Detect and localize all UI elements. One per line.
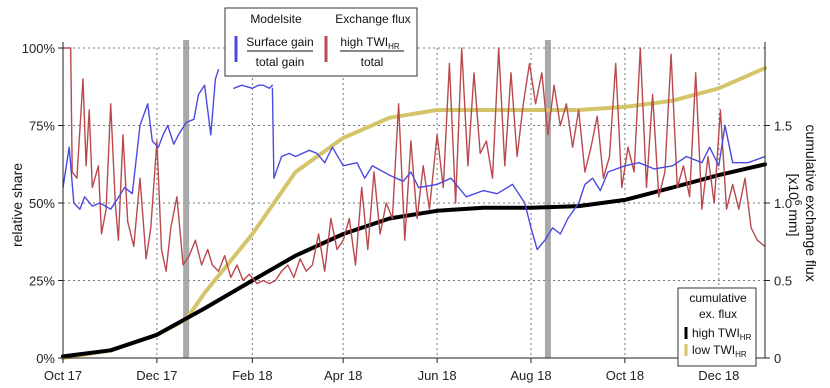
legend-top: Modelsite Surface gain total gain Exchan…	[224, 7, 418, 77]
legend-high-twi-label: high TWIHR	[340, 35, 400, 51]
x-tick-label: Feb 18	[232, 368, 272, 383]
left-tick-label: 75%	[29, 119, 55, 134]
x-tick-label: Apr 18	[324, 368, 362, 383]
axes: 0% 25% 50% 75% 100% Oct 17 Dec 17 Feb 18 Apr 18 J…	[22, 41, 792, 383]
legend-top-box	[224, 7, 418, 77]
left-tick-label: 25%	[29, 274, 55, 289]
series-lines	[61, 47, 767, 360]
x-tick-label: Dec 18	[698, 368, 739, 383]
right-tick-label: 0.5	[774, 274, 792, 289]
legend-high-twi-cum-label: high TWIHR	[692, 326, 752, 342]
right-tick-label: 0	[774, 351, 781, 366]
legend-total-label: total	[361, 55, 384, 69]
legend-low-twi-cum-label: low TWIHR	[692, 343, 747, 359]
left-tick-label: 100%	[22, 41, 56, 56]
x-tick-label: Jun 18	[418, 368, 457, 383]
series-line	[271, 87, 766, 251]
x-tick-label: Aug 18	[510, 368, 551, 383]
left-tick-label: 50%	[29, 196, 55, 211]
series-line	[233, 84, 274, 90]
vertical-markers	[183, 40, 551, 358]
legend-exchange-flux-title: Exchange flux	[335, 12, 410, 26]
legend-surface-gain-label: Surface gain	[246, 35, 313, 49]
series-line	[62, 68, 220, 210]
legend-bottom: cumulative ex. flux high TWIHR low TWIHR	[677, 287, 757, 367]
legend-modelsite-title: Modelsite	[250, 12, 302, 26]
series-line	[61, 162, 767, 359]
x-tick-label: Oct 18	[606, 368, 644, 383]
right-tick-label: 1.5	[774, 119, 792, 134]
legend-cumulative-title-2: ex. flux	[699, 307, 737, 321]
legend-total-gain-label: total gain	[256, 55, 305, 69]
legend-cumulative-title-1: cumulative	[689, 291, 747, 305]
x-tick-label: Dec 17	[136, 368, 177, 383]
x-tick-label: Oct 17	[44, 368, 82, 383]
legend-bottom-box	[677, 287, 757, 367]
series-line	[62, 47, 766, 285]
right-axis-label: cumulative exchange flux [x106 mm]	[786, 124, 819, 285]
left-tick-label: 0%	[36, 351, 55, 366]
right-tick-label: 1.0	[774, 196, 792, 211]
left-axis-label: relative share	[9, 163, 25, 247]
grid	[62, 47, 765, 359]
